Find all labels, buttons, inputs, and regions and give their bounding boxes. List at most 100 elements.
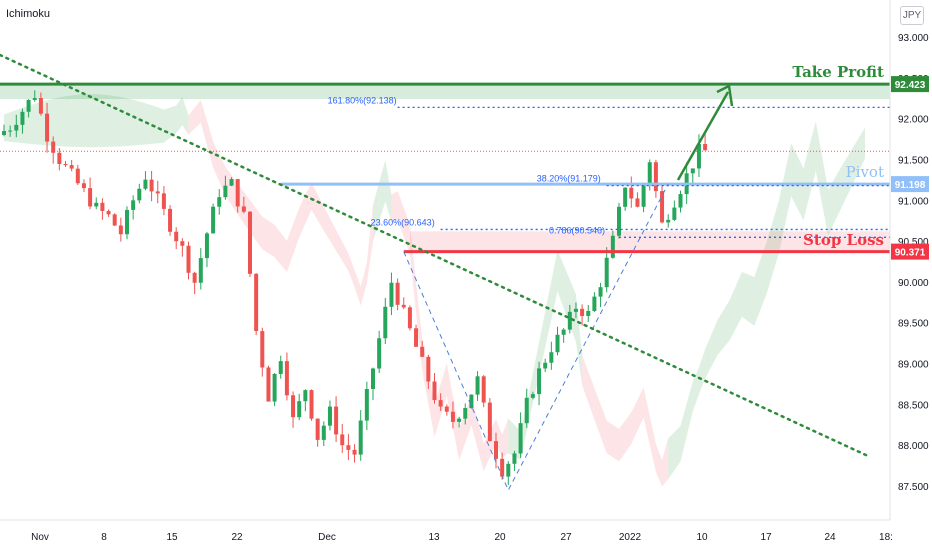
cloud-segment <box>551 250 558 320</box>
cloud-segment <box>711 320 718 367</box>
candle-body <box>573 308 578 312</box>
cloud-segment <box>151 105 158 144</box>
cloud-segment <box>286 224 294 273</box>
cloud-segment <box>391 191 398 222</box>
cloud-segment <box>834 168 841 223</box>
indicator-name[interactable]: Ichimoku <box>6 8 51 20</box>
candle-body <box>291 395 296 418</box>
candle-body <box>174 231 179 242</box>
cloud-segment <box>403 207 410 255</box>
cloud-segment <box>557 250 564 309</box>
cloud-segment <box>766 221 773 294</box>
candle-body <box>696 144 701 169</box>
cloud-segment <box>366 204 373 284</box>
fib-label: 23.60%(90.643) <box>371 217 435 227</box>
candle-body <box>125 209 129 235</box>
candle-body <box>598 287 603 297</box>
cloud-segment <box>674 426 681 471</box>
candle-body <box>635 198 640 207</box>
cloud-segment <box>139 101 146 146</box>
candle-body <box>352 449 357 455</box>
cloud-segment <box>662 438 669 487</box>
cloud-segment <box>280 232 287 273</box>
cloud-segment <box>71 94 78 148</box>
candle-body <box>481 376 486 403</box>
candle-body <box>690 168 695 174</box>
candle-body <box>254 273 259 332</box>
x-tick-label: 10 <box>696 532 708 543</box>
candle-body <box>334 406 339 435</box>
cloud-segment <box>28 103 35 145</box>
cloud-segment <box>594 387 601 437</box>
cloud-segment <box>354 269 361 306</box>
candle-body <box>278 361 283 374</box>
cloud-segment <box>59 96 66 147</box>
candle-body <box>383 306 388 339</box>
y-tick-label: 92.000 <box>898 115 929 126</box>
cloud-segment <box>496 418 503 458</box>
cloud-segment <box>760 242 767 310</box>
candle-body <box>463 408 468 419</box>
cloud-segment <box>170 105 177 138</box>
cloud-segment <box>200 99 207 146</box>
cloud-segment <box>631 399 638 445</box>
cloud-segment <box>748 274 755 326</box>
x-tick-label: Nov <box>31 532 49 543</box>
cloud-segment <box>311 182 318 221</box>
cloud-segment <box>348 253 355 288</box>
cloud-segment <box>274 224 281 265</box>
y-tick-label: 91.500 <box>898 155 929 166</box>
candle-body <box>143 179 148 189</box>
cloud-segment <box>188 107 195 135</box>
candle-body <box>641 184 646 207</box>
candle-body <box>45 113 50 142</box>
candle-body <box>57 152 62 165</box>
candle-body <box>69 165 74 169</box>
candle-body <box>623 187 628 207</box>
candle-body <box>180 241 185 246</box>
y-tick-label: 90.000 <box>898 278 929 289</box>
cloud-segment <box>742 271 749 322</box>
cloud-segment <box>668 432 675 480</box>
take-profit-tag <box>891 76 929 93</box>
cloud-segment <box>452 396 460 461</box>
cloud-segment <box>797 155 804 221</box>
candle-body <box>358 420 363 455</box>
cloud-segment <box>539 311 546 376</box>
cloud-segment <box>10 110 17 143</box>
pivot-tag <box>891 176 929 193</box>
cloud-segment <box>213 141 220 182</box>
cloud-segment <box>133 99 140 146</box>
candle-body <box>450 411 455 422</box>
pivot-value: 91.198 <box>895 180 926 191</box>
candle-body <box>94 202 99 207</box>
cloud-segment <box>163 107 171 143</box>
pivot-text: Pivot <box>846 163 884 181</box>
y-tick-label: 89.000 <box>898 360 929 371</box>
currency-button[interactable]: JPY <box>900 6 924 25</box>
cloud-segment <box>256 208 263 250</box>
ichimoku-cloud <box>4 94 865 487</box>
candle-body <box>297 401 302 418</box>
candle-body <box>389 282 394 307</box>
cloud-segment <box>262 216 269 254</box>
cloud-segment <box>120 97 127 147</box>
fib-label: 0.786(90.546) <box>549 225 605 235</box>
candle-body <box>580 308 585 317</box>
stop-loss-text: Stop Loss <box>803 231 884 249</box>
take-profit-text: Take Profit <box>792 63 884 81</box>
cloud-segment <box>268 220 275 258</box>
cloud-segment <box>532 342 540 404</box>
candle-body <box>26 99 31 112</box>
x-tick-label: 17 <box>760 532 772 543</box>
x-tick-label: 22 <box>231 532 243 543</box>
candle-body <box>537 368 542 395</box>
candle-body <box>20 111 25 125</box>
candle-body <box>457 418 462 422</box>
cloud-segment <box>778 171 786 254</box>
candle-body <box>14 124 19 131</box>
cloud-segment <box>852 137 859 185</box>
x-tick-label: 13 <box>428 532 440 543</box>
